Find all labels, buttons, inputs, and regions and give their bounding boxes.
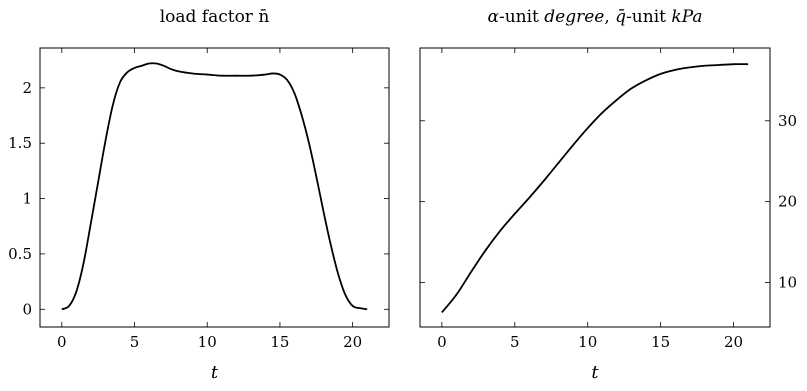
x-axis-label: t — [211, 362, 219, 383]
x-tick-label: 0 — [57, 333, 67, 351]
x-axis-label: t — [591, 362, 599, 383]
x-tick-label: 20 — [724, 333, 743, 351]
y-tick-label: 30 — [778, 112, 797, 130]
chart-title: load factor n̄ — [160, 7, 270, 27]
y-tick-label: 20 — [778, 193, 797, 211]
x-tick-label: 10 — [198, 333, 217, 351]
plot-frame — [39, 47, 390, 328]
y-tick-label: 2 — [22, 79, 32, 97]
x-tick-label: 5 — [510, 333, 520, 351]
chart-title: α-unit degree, q̄-unit kPa — [487, 7, 702, 27]
series-line-1 — [441, 63, 749, 314]
x-tick-label: 20 — [343, 333, 362, 351]
y-tick-label: 1 — [22, 190, 32, 208]
series-line-1 — [61, 62, 368, 311]
y-tick-label: 1.5 — [8, 134, 32, 152]
chart-panel-1: load factor n̄ 0 5 10 15 20 0 0.5 1 1.5 2 t — [8, 7, 390, 383]
y-tick-label: 0.5 — [8, 245, 32, 263]
chart-panel-2: α-unit degree, q̄-unit kPa 0 5 10 15 20 10 20 30… — [419, 7, 797, 383]
y-tick-label: 0 — [22, 300, 32, 318]
x-tick-label: 15 — [651, 333, 670, 351]
plot-frame — [419, 47, 771, 328]
y-tick-label: 10 — [778, 274, 797, 292]
x-tick-label: 10 — [578, 333, 597, 351]
x-tick-label: 5 — [130, 333, 140, 351]
x-tick-label: 15 — [270, 333, 289, 351]
x-tick-label: 0 — [437, 333, 447, 351]
